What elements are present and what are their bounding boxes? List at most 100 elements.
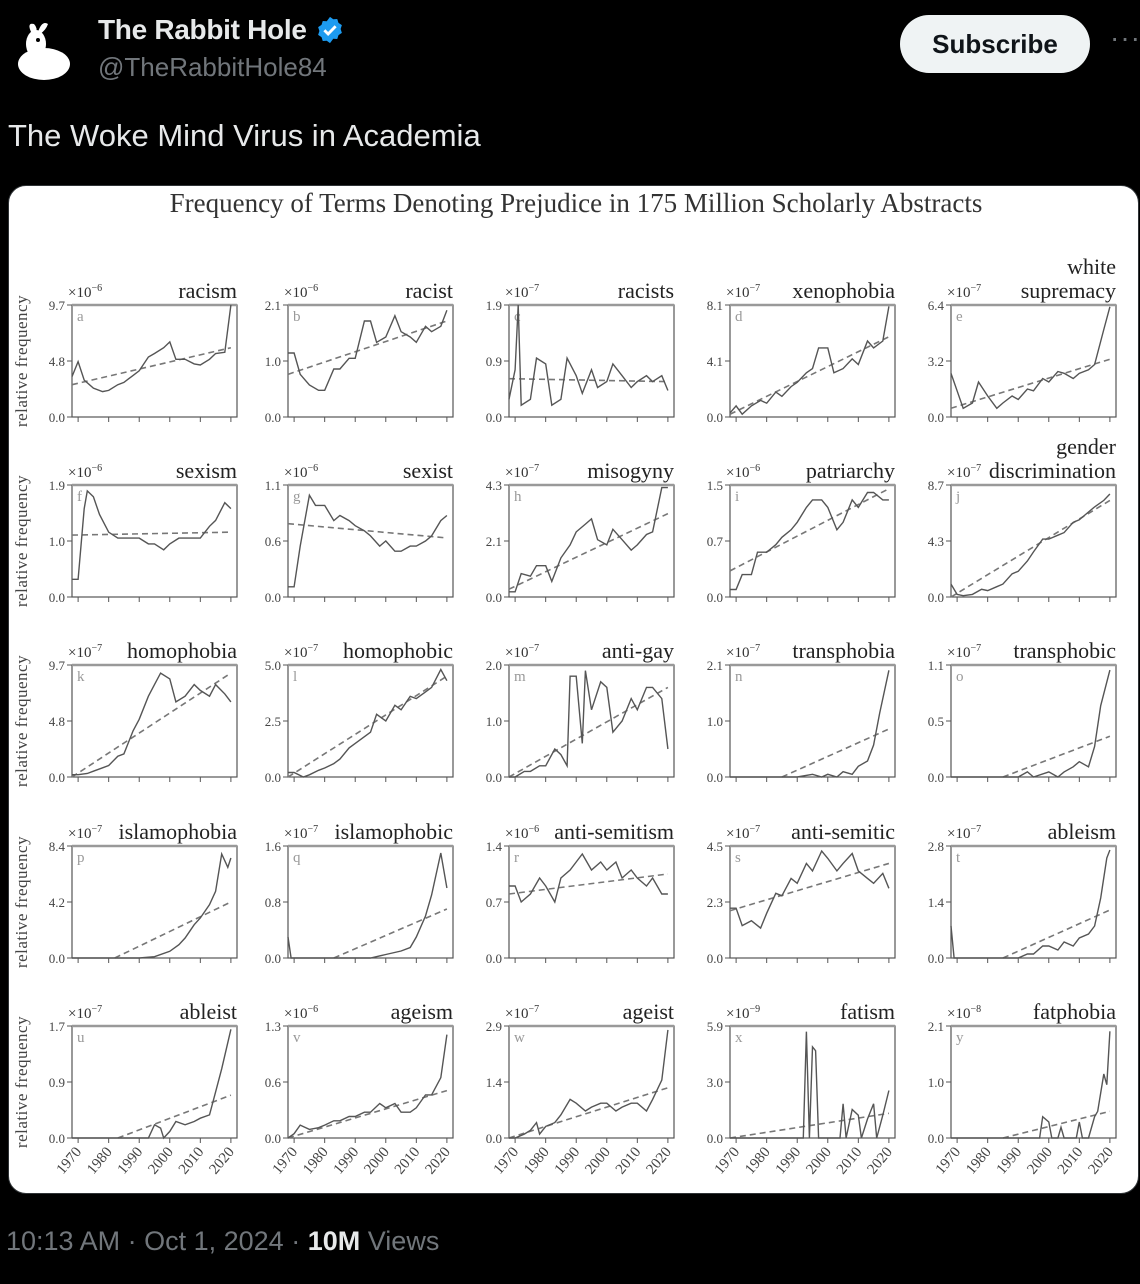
panel-letter: f [77,489,82,505]
panel-g-chart: g 0.0 0.6 1.1 [265,478,454,605]
views-label: Views [367,1226,440,1256]
panel-letter: n [735,669,743,685]
series-line-f [72,489,232,581]
avatar[interactable] [12,18,76,82]
y-tick-label: 1.9 [49,478,65,493]
x-tick-label: 2000 [1024,1144,1056,1177]
y-tick-label: 0.0 [486,410,502,425]
series-line-m [509,670,669,778]
y-tick-label: 1.3 [265,1019,281,1034]
trend-line [71,346,232,386]
author-handle[interactable]: @TheRabbitHole84 [98,52,327,82]
multiplier-base: ×10 [947,645,971,661]
x-tick-label: 2000 [582,1144,614,1177]
plot-frame [950,484,1117,598]
plot-area: u 0.0 0.9 1.7 1970 1980 1990 2000 2010 2020 [49,1019,238,1178]
panel-multiplier: ×10−8 [947,1004,981,1023]
tweet-time[interactable]: 10:13 AM [6,1226,121,1256]
series-line-h [509,486,668,593]
x-tick-label: 2020 [422,1144,454,1177]
x-tick-label: 2010 [176,1144,208,1177]
more-options-icon[interactable]: ··· [1110,22,1140,53]
trend-line [1002,735,1111,778]
x-tick-label: 2020 [643,1144,675,1177]
multiplier-exponent: −6 [307,283,319,294]
series-line-q [287,852,448,959]
plot-area: y 0.0 1.0 2.1 1970 1980 1990 2000 2010 2020 [928,1019,1117,1178]
multiplier-exponent: −7 [528,1004,540,1015]
panel-letter: j [955,489,960,505]
multiplier-exponent: −6 [749,463,761,474]
panel-r-chart: r 0.0 0.7 1.4 [486,839,675,966]
y-tick-label: 9.7 [49,658,66,673]
trend-line [114,901,232,959]
y-tick-label: 1.1 [265,478,281,493]
trend-line [729,862,890,912]
plot-area: v 0.0 0.6 1.3 1970 1980 1990 2000 2010 2020 [265,1019,454,1178]
panel-letter: a [77,309,84,325]
x-tick-label: 1980 [521,1144,553,1177]
y-tick-label: 0.6 [265,1075,282,1090]
y-tick-label: 1.0 [707,714,723,729]
panel-title: islamophobic [334,819,453,844]
plot-frame [287,1025,454,1139]
y-tick-label: 6.4 [928,298,945,313]
multiplier-base: ×10 [284,285,308,301]
y-tick-label: 0.0 [486,770,502,785]
panel-letter: t [956,850,961,866]
multiplier-exponent: −8 [970,1004,982,1015]
plot-area: e 0.0 3.2 6.4 [928,298,1117,425]
plot-frame [508,664,675,778]
plot-area: m 0.0 1.0 2.0 [486,658,675,785]
tweet-date[interactable]: Oct 1, 2024 [144,1226,284,1256]
trend-line [287,1089,448,1139]
series-line-s [730,849,890,930]
x-tick-label: 1990 [773,1144,805,1177]
x-tick-label: 2020 [1085,1144,1117,1177]
multiplier-exponent: −7 [970,283,982,294]
panel-multiplier: ×10−7 [726,824,760,843]
panel-title: sexism [175,458,237,483]
plot-area: l 0.0 2.5 5.0 [265,658,454,785]
plot-frame [71,484,238,598]
y-tick-label: 1.6 [265,839,282,854]
y-tick-label: 1.0 [928,1075,944,1090]
multiplier-base: ×10 [68,645,92,661]
panel-multiplier: ×10−7 [726,643,760,662]
plot-area: r 0.0 0.7 1.4 [486,839,675,966]
views-count: 10M [307,1226,361,1256]
multiplier-base: ×10 [505,285,529,301]
series-line-a [71,304,232,393]
x-tick-label: 2010 [613,1144,645,1177]
x-tick-label: 1980 [300,1144,332,1177]
panel-multiplier: ×10−7 [68,824,102,843]
panel-letter: o [956,669,964,685]
author-name-text[interactable]: The Rabbit Hole [98,14,307,45]
y-tick-label: 2.5 [265,714,281,729]
y-tick-label: 0.8 [265,895,281,910]
panel-v-chart: v 0.0 0.6 1.3 1970 1980 1990 2000 2010 2020 [265,1019,454,1178]
trend-line [950,358,1111,410]
multiplier-base: ×10 [726,1006,750,1022]
x-tick-label: 1990 [115,1144,147,1177]
author-name[interactable]: The Rabbit Hole [98,14,345,46]
series-line-b [288,310,448,392]
panel-multiplier: ×10−6 [505,824,539,843]
multiplier-exponent: −7 [749,643,761,654]
y-tick-label: 0.0 [707,590,723,605]
y-tick-label: 0.0 [49,410,65,425]
plot-area: c0.00.91.9 [486,298,675,425]
y-tick-label: 5.0 [265,658,281,673]
x-tick-label: 2010 [834,1144,866,1177]
multiplier-base: ×10 [726,285,750,301]
multiplier-base: ×10 [284,1006,308,1022]
plot-area: q 0.0 0.8 1.6 [265,839,454,966]
y-tick-label: 2.8 [928,839,944,854]
y-tick-label: 0.0 [265,770,281,785]
panel-multiplier: ×10−7 [505,463,539,482]
panel-p-chart: p 0.0 4.2 8.4 [49,839,238,966]
multiplier-exponent: −7 [970,824,982,835]
panel-title: ableist [179,999,237,1024]
subscribe-button[interactable]: Subscribe [900,15,1090,73]
panel-title: ableism [1047,819,1116,844]
